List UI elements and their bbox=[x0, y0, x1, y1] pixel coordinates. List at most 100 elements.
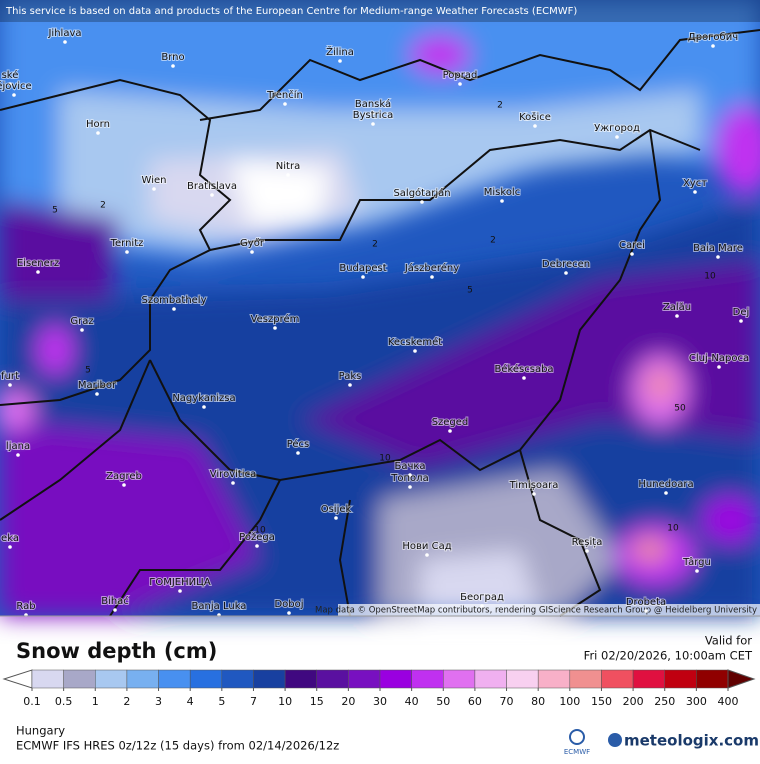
place-label: Kecskemét bbox=[388, 336, 442, 348]
place-label: Békéscsaba bbox=[494, 363, 553, 375]
places: Jihlava Brno Žilina Poprad Дрогобич skéějovic… bbox=[0, 27, 750, 617]
place-dot bbox=[615, 135, 619, 139]
scale-label: 250 bbox=[654, 695, 675, 708]
place-dot bbox=[8, 82, 12, 86]
place-dot bbox=[664, 491, 668, 495]
scale-label: 60 bbox=[468, 695, 482, 708]
scale-label: 3 bbox=[155, 695, 162, 708]
place-dot bbox=[448, 429, 452, 433]
place-label: Horn bbox=[86, 119, 110, 130]
contour-label: 10 bbox=[667, 524, 679, 534]
place-dot bbox=[693, 190, 697, 194]
site-logo[interactable]: meteologix.com bbox=[624, 732, 759, 750]
region: Hungary bbox=[16, 724, 65, 738]
color-box bbox=[474, 669, 507, 689]
place-label: ějovice bbox=[0, 80, 32, 92]
color-box bbox=[569, 669, 602, 689]
place-dot bbox=[255, 544, 259, 548]
place-label: Banja Luka bbox=[192, 601, 247, 612]
place-label: Dej bbox=[733, 307, 750, 318]
place-label: Bystrica bbox=[353, 110, 393, 121]
attribution-bg bbox=[338, 604, 760, 616]
scale-label: 80 bbox=[531, 695, 545, 708]
place-label: Drobeta bbox=[626, 597, 666, 608]
place-dot bbox=[430, 275, 434, 279]
color-box bbox=[158, 669, 191, 689]
color-scale: 0.1 0.5 1 2 3 4 5 7 10 15 20 30 40 50 60 70 80 100 150 200 2… bbox=[2, 669, 756, 708]
place-label: furt bbox=[1, 371, 19, 382]
place-label: Carei bbox=[619, 240, 645, 251]
place-dot bbox=[716, 255, 720, 259]
scale-label: 5 bbox=[218, 695, 225, 708]
place-label: Топола bbox=[390, 473, 428, 484]
place-dot bbox=[210, 193, 214, 197]
ecmwf-icon bbox=[569, 729, 585, 745]
valid-time: Fri 02/20/2026, 10:00am CET bbox=[584, 649, 753, 663]
place-label: Nitra bbox=[276, 161, 300, 172]
place-label: Baia Mare bbox=[693, 243, 743, 254]
contour-label: 5 bbox=[85, 366, 91, 376]
contour-label: 10 bbox=[254, 526, 266, 536]
place-dot bbox=[231, 481, 235, 485]
place-label: Zalău bbox=[663, 302, 691, 313]
contour-labels: 2 2 2 2 5 5 10 10 50 10 10 5 bbox=[52, 101, 716, 536]
color-box bbox=[316, 669, 349, 689]
notice-bg bbox=[0, 0, 760, 22]
scale-label: 10 bbox=[278, 695, 292, 708]
place-dot bbox=[371, 111, 375, 115]
place-dot bbox=[630, 252, 634, 256]
place-dot bbox=[408, 485, 412, 489]
place-dot bbox=[125, 250, 129, 254]
ecmwf-logo: ECMWF bbox=[564, 748, 590, 756]
place-label: Нови Сад bbox=[402, 541, 451, 552]
place-dot bbox=[564, 271, 568, 275]
color-box bbox=[221, 669, 254, 689]
place-label: Veszprém bbox=[251, 313, 300, 325]
place-label: Zagreb bbox=[106, 471, 142, 482]
place-label: Београд bbox=[460, 592, 504, 603]
place-dot bbox=[425, 553, 429, 557]
place-dot bbox=[80, 328, 84, 332]
color-box bbox=[601, 669, 634, 689]
place-label: Jászberény bbox=[404, 262, 459, 274]
color-box bbox=[664, 669, 697, 689]
place-dot bbox=[152, 187, 156, 191]
place-dot bbox=[122, 483, 126, 487]
scale-label: 0.1 bbox=[23, 695, 41, 708]
contour-label: 5 bbox=[52, 206, 58, 216]
scale-label: 150 bbox=[591, 695, 612, 708]
scale-label: 1 bbox=[92, 695, 99, 708]
place-dot bbox=[296, 451, 300, 455]
color-box bbox=[253, 669, 286, 689]
place-dot bbox=[480, 604, 484, 608]
place-dot bbox=[371, 122, 375, 126]
place-dot bbox=[458, 82, 462, 86]
place-dot bbox=[286, 173, 290, 177]
color-box bbox=[31, 669, 64, 689]
place-dot bbox=[12, 93, 16, 97]
place-label: Osijek bbox=[321, 504, 352, 515]
scale-label: 300 bbox=[686, 695, 707, 708]
scale-label: 50 bbox=[436, 695, 450, 708]
place-dot bbox=[178, 589, 182, 593]
place-dot bbox=[338, 59, 342, 63]
place-label: Ternitz bbox=[110, 238, 144, 249]
contour-label: 10 bbox=[704, 272, 716, 282]
place-label: Rab bbox=[16, 601, 35, 612]
model-info: ECMWF IFS HRES 0z/12z (15 days) from 02/… bbox=[16, 739, 339, 753]
place-label: Bratislava bbox=[187, 181, 237, 192]
place-label: Jihlava bbox=[47, 28, 81, 39]
place-label: Požega bbox=[239, 531, 275, 543]
place-dot bbox=[532, 492, 536, 496]
snow-field bbox=[0, 0, 760, 616]
map: This service is based on data and produc… bbox=[0, 0, 760, 617]
site-icon[interactable] bbox=[608, 733, 622, 747]
place-label: Хуст bbox=[683, 178, 707, 189]
place-dot bbox=[63, 40, 67, 44]
place-label: Brno bbox=[161, 52, 184, 63]
place-label: Poprad bbox=[443, 70, 478, 81]
place-label: Szeged bbox=[432, 417, 469, 428]
color-box bbox=[696, 669, 729, 689]
place-label: Maribor bbox=[78, 380, 117, 391]
scale-label: 400 bbox=[718, 695, 739, 708]
